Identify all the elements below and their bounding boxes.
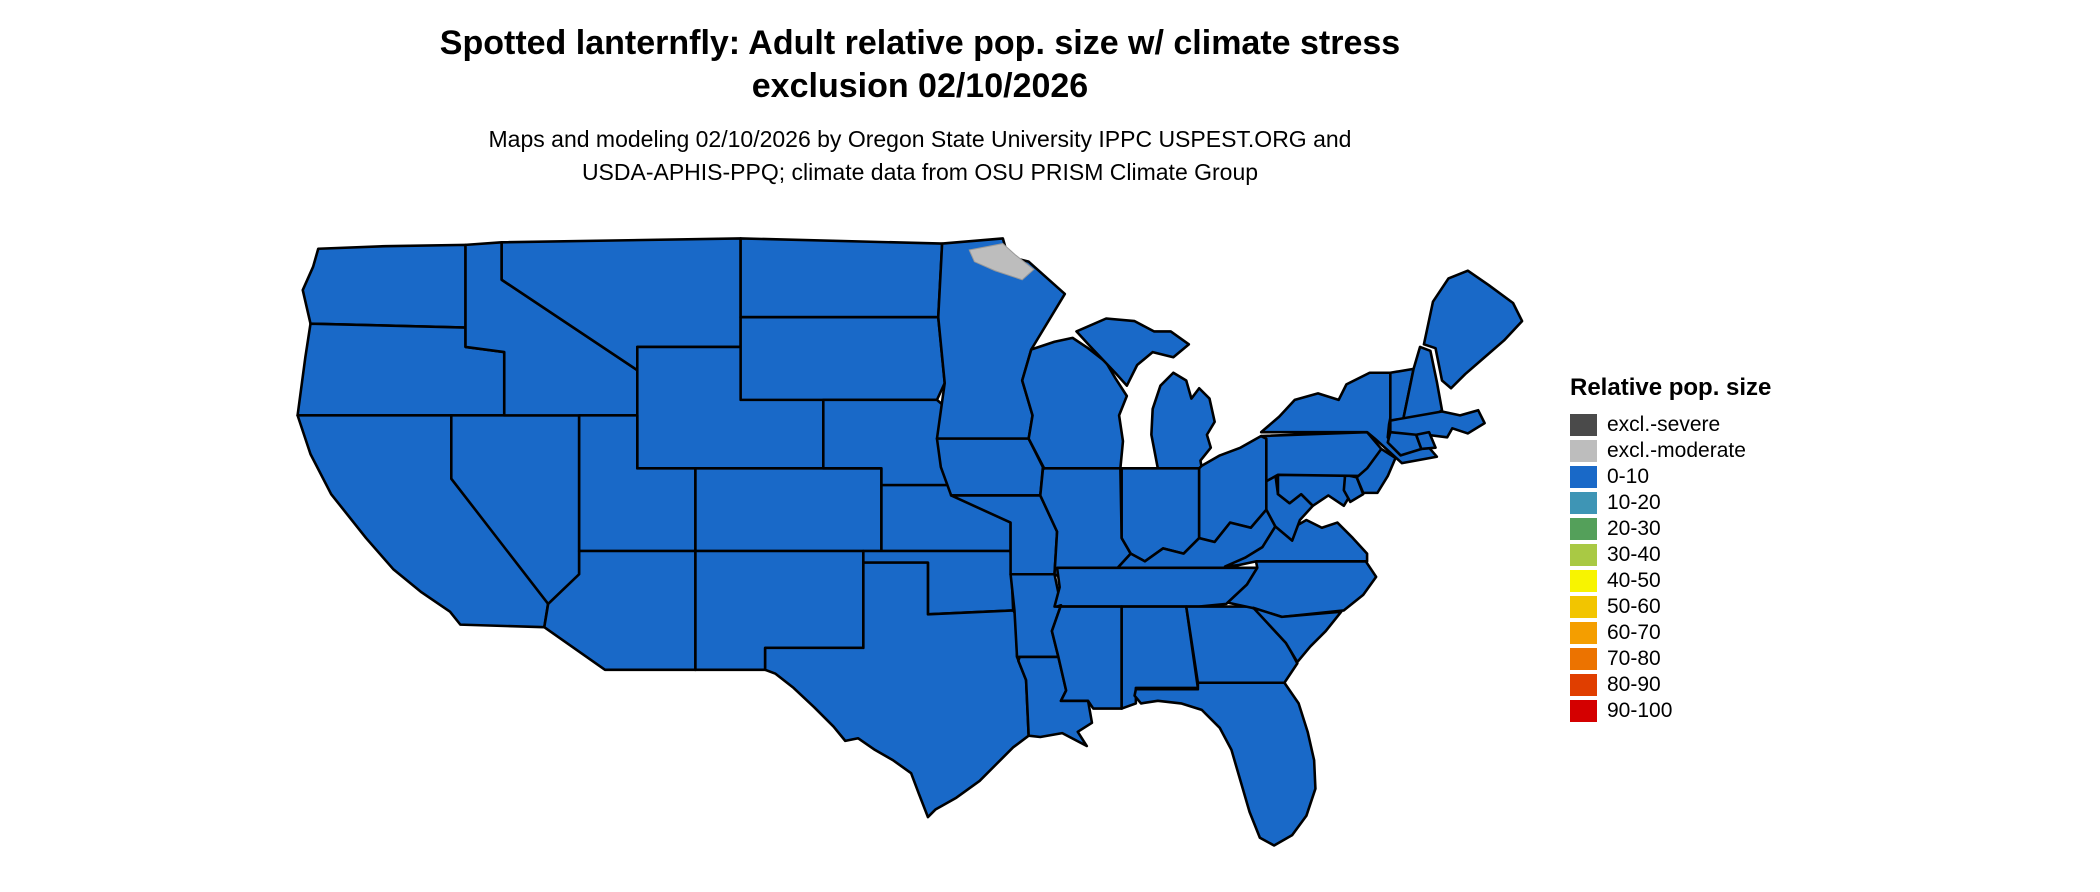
state-iowa	[935, 437, 1045, 497]
subtitle: Maps and modeling 02/10/2026 by Oregon S…	[0, 123, 1840, 190]
page-title-line1: Spotted lanternfly: Adult relative pop. …	[439, 24, 1401, 62]
state-north-dakota	[739, 237, 944, 319]
exclusion-region-minnesota	[968, 243, 1035, 281]
legend-label: 50-60	[1607, 595, 1661, 618]
state-michigan-lower-peninsula	[1150, 371, 1216, 470]
legend-color-swatch	[1570, 492, 1597, 514]
state-connecticut	[1386, 430, 1423, 457]
state-colorado	[694, 467, 883, 553]
legend-item: excl.-moderate	[1570, 438, 1771, 464]
legend-item: 70-80	[1570, 646, 1771, 672]
state-indiana	[1120, 467, 1201, 563]
us-choropleth-map	[296, 237, 1524, 847]
legend-label: excl.-moderate	[1607, 439, 1746, 462]
legend-item: 20-30	[1570, 516, 1771, 542]
state-maryland	[1276, 473, 1353, 508]
us-map-container	[295, 226, 1535, 876]
state-wisconsin	[1020, 336, 1129, 470]
state-rhode-island	[1414, 430, 1437, 451]
subtitle-line2: USDA-APHIS-PPQ; climate data from OSU PR…	[581, 159, 1259, 186]
legend-label: 30-40	[1607, 543, 1661, 566]
legend-item: 10-20	[1570, 490, 1771, 516]
legend-items: excl.-severe excl.-moderate 0-10 10-20 20-30…	[1570, 412, 1771, 724]
state-new-jersey	[1355, 447, 1397, 495]
legend-label: 20-30	[1607, 517, 1661, 540]
legend-item: excl.-severe	[1570, 412, 1771, 438]
state-south-carolina	[1252, 606, 1343, 664]
legend-item: 0-10	[1570, 464, 1771, 490]
legend-color-swatch	[1570, 674, 1597, 696]
page-title-line2: exclusion 02/10/2026	[751, 66, 1089, 105]
legend-label: 40-50	[1607, 569, 1661, 592]
legend: Relative pop. size excl.-severe excl.-mod…	[1570, 374, 1771, 724]
state-south-dakota	[739, 315, 946, 402]
legend-item: 90-100	[1570, 698, 1771, 724]
legend-color-swatch	[1570, 622, 1597, 644]
legend-label: 10-20	[1607, 491, 1661, 514]
legend-color-swatch	[1570, 700, 1597, 722]
legend-label: 0-10	[1607, 465, 1650, 488]
state-arkansas	[1009, 572, 1063, 659]
legend-label: 80-90	[1607, 673, 1661, 696]
subtitle-line1: Maps and modeling 02/10/2026 by Oregon S…	[488, 126, 1352, 152]
legend-label: 60-70	[1607, 621, 1661, 644]
legend-item: 40-50	[1570, 568, 1771, 594]
legend-color-swatch	[1570, 596, 1597, 618]
legend-item: 30-40	[1570, 542, 1771, 568]
legend-color-swatch	[1570, 440, 1597, 462]
state-washington	[301, 243, 467, 329]
legend-color-swatch	[1570, 544, 1597, 566]
state-florida	[1133, 681, 1317, 847]
state-michigan-upper-peninsula	[1075, 317, 1191, 387]
header: Spotted lanternfly: Adult relative pop. …	[0, 22, 1840, 190]
legend-label: 90-100	[1607, 699, 1673, 722]
legend-label: excl.-severe	[1607, 413, 1721, 436]
state-tennessee	[1053, 566, 1259, 608]
legend-item: 50-60	[1570, 594, 1771, 620]
state-maine	[1422, 269, 1524, 390]
legend-color-swatch	[1570, 466, 1597, 488]
legend-label: 70-80	[1607, 647, 1661, 670]
legend-color-swatch	[1570, 648, 1597, 670]
legend-item: 60-70	[1570, 620, 1771, 646]
legend-item: 80-90	[1570, 672, 1771, 698]
legend-color-swatch	[1570, 570, 1597, 592]
state-virginia	[1223, 518, 1369, 568]
legend-color-swatch	[1570, 414, 1597, 436]
legend-title: Relative pop. size	[1570, 374, 1772, 401]
legend-color-swatch	[1570, 518, 1597, 540]
